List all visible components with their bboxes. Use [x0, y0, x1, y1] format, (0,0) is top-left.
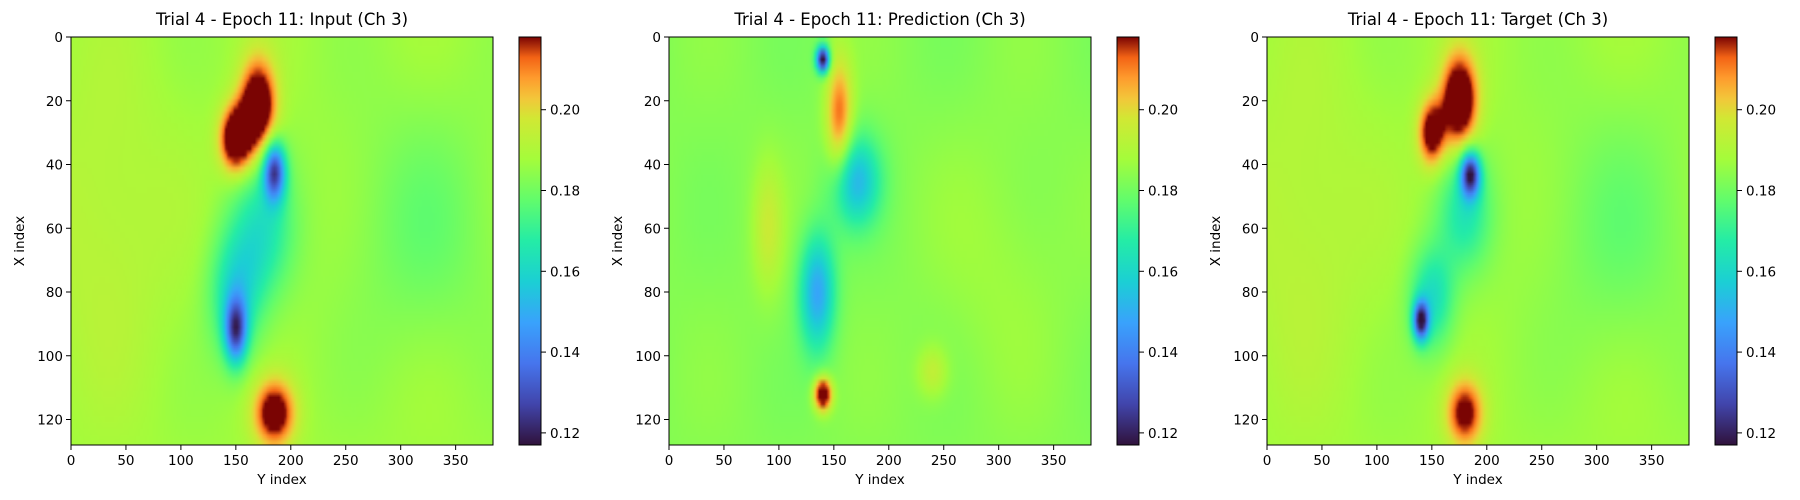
axes-frame	[70, 36, 494, 446]
x-tick-label: 0	[67, 453, 76, 469]
y-tick-label: 40	[1242, 158, 1259, 174]
y-tick-label: 120	[635, 413, 661, 429]
x-tick-label: 300	[1584, 453, 1610, 469]
x-tick-label: 300	[388, 453, 414, 469]
colorbar-tick-label: 0.20	[1746, 103, 1776, 119]
heatmap-image	[1267, 37, 1689, 445]
colorbar-tick-label: 0.16	[1148, 264, 1178, 280]
y-tick-label: 20	[1242, 94, 1259, 110]
heatmap-panel-2: Trial 4 - Epoch 11: Prediction (Ch 3) 0 50…	[610, 10, 1178, 488]
y-tick-label: 0	[652, 30, 661, 46]
heatmap-image	[71, 37, 493, 445]
y-tick-label: 100	[635, 349, 661, 365]
colorbar	[1116, 36, 1140, 446]
chart-title: Trial 4 - Epoch 11: Input (Ch 3)	[155, 10, 408, 29]
colorbar-tick-label: 0.18	[1746, 184, 1776, 200]
y-tick-label: 40	[46, 158, 63, 174]
x-tick-label: 150	[223, 453, 249, 469]
x-tick-label: 100	[1364, 453, 1390, 469]
colorbar-tick-label: 0.18	[550, 184, 580, 200]
colorbar-tick-label: 0.16	[550, 264, 580, 280]
x-tick-label: 350	[443, 453, 469, 469]
x-tick-label: 0	[1263, 453, 1272, 469]
y-tick-label: 80	[1242, 285, 1259, 301]
y-tick-label: 120	[1233, 413, 1259, 429]
y-tick-label: 20	[644, 94, 661, 110]
x-tick-label: 50	[1313, 453, 1330, 469]
x-tick-label: 50	[715, 453, 732, 469]
x-tick-label: 100	[766, 453, 792, 469]
chart-title: Trial 4 - Epoch 11: Target (Ch 3)	[1347, 10, 1608, 29]
x-axis-label: Y index	[256, 472, 306, 488]
x-axis-label: Y index	[854, 472, 904, 488]
axes-frame	[1266, 36, 1690, 446]
x-tick-label: 250	[1529, 453, 1555, 469]
colorbar-tick-label: 0.18	[1148, 184, 1178, 200]
x-tick-label: 300	[986, 453, 1012, 469]
y-tick-label: 60	[1242, 221, 1259, 237]
colorbar-tick-label: 0.14	[550, 345, 580, 361]
y-tick-label: 120	[37, 413, 63, 429]
y-tick-label: 60	[644, 221, 661, 237]
x-tick-label: 0	[665, 453, 674, 469]
x-tick-label: 200	[876, 453, 902, 469]
heatmap-panel-1: Trial 4 - Epoch 11: Input (Ch 3) 0 50 100 15…	[12, 10, 580, 488]
colorbar	[518, 36, 542, 446]
x-tick-label: 50	[117, 453, 134, 469]
y-tick-label: 40	[644, 158, 661, 174]
colorbar-tick-label: 0.16	[1746, 264, 1776, 280]
x-tick-label: 200	[278, 453, 304, 469]
y-tick-label: 100	[1233, 349, 1259, 365]
colorbar-tick-label: 0.14	[1148, 345, 1178, 361]
x-axis-label: Y index	[1452, 472, 1502, 488]
axes-frame	[668, 36, 1092, 446]
y-tick-label: 100	[37, 349, 63, 365]
y-axis-label: X index	[610, 216, 626, 266]
y-axis-label: X index	[12, 216, 28, 266]
y-tick-label: 60	[46, 221, 63, 237]
y-tick-label: 80	[46, 285, 63, 301]
colorbar-tick-label: 0.12	[550, 426, 580, 442]
chart-title: Trial 4 - Epoch 11: Prediction (Ch 3)	[733, 10, 1025, 29]
colorbar-tick-label: 0.12	[1746, 426, 1776, 442]
y-tick-label: 0	[1250, 30, 1259, 46]
colorbar-tick-label: 0.20	[1148, 103, 1178, 119]
x-tick-label: 350	[1639, 453, 1665, 469]
y-tick-label: 0	[54, 30, 63, 46]
y-tick-label: 80	[644, 285, 661, 301]
colorbar-tick-label: 0.14	[1746, 345, 1776, 361]
colorbar-tick-label: 0.12	[1148, 426, 1178, 442]
x-tick-label: 150	[821, 453, 847, 469]
x-tick-label: 250	[333, 453, 359, 469]
x-tick-label: 100	[168, 453, 194, 469]
x-tick-label: 200	[1474, 453, 1500, 469]
x-tick-label: 150	[1419, 453, 1445, 469]
y-tick-label: 20	[46, 94, 63, 110]
heatmap-image	[669, 37, 1091, 445]
x-tick-label: 350	[1041, 453, 1067, 469]
colorbar	[1714, 36, 1738, 446]
y-axis-label: X index	[1208, 216, 1224, 266]
colorbar-tick-label: 0.20	[550, 103, 580, 119]
heatmap-panel-3: Trial 4 - Epoch 11: Target (Ch 3) 0 50 100 1…	[1208, 10, 1776, 488]
x-tick-label: 250	[931, 453, 957, 469]
